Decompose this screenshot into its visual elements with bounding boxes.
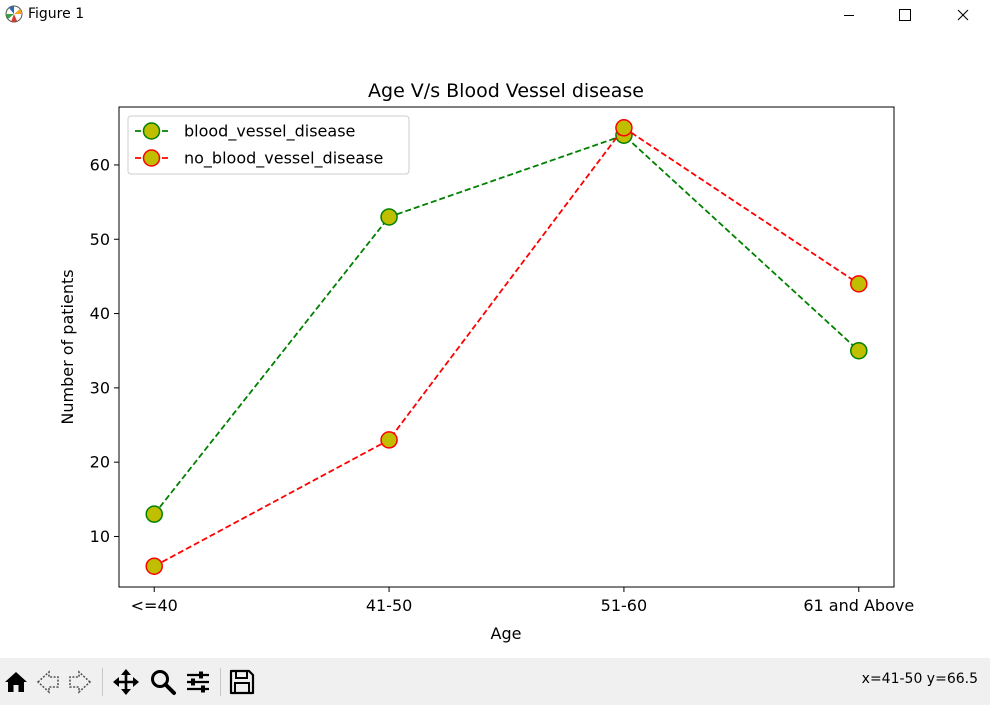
maximize-icon [899,9,911,21]
zoom-button[interactable] [147,666,179,698]
maximize-button[interactable] [876,0,934,30]
chart-title: Age V/s Blood Vessel disease [368,80,644,102]
x-tick-label: 51-60 [601,596,648,615]
data-point[interactable] [850,275,868,293]
y-tick-label: 50 [90,230,110,249]
y-tick-label: 60 [90,155,110,174]
configure-subplots-icon [187,671,209,693]
legend-entry: blood_vessel_disease [135,122,355,142]
legend-label: no_blood_vessel_disease [184,149,383,169]
close-button[interactable] [934,0,990,30]
toolbar-separator [102,668,103,696]
data-point[interactable] [380,431,398,449]
close-icon [957,9,969,21]
legend-box [127,115,410,175]
back-arrow-icon [36,670,59,694]
data-point[interactable] [615,119,633,137]
legend-marker [142,149,161,167]
x-tick-label: 41-50 [366,596,413,615]
coordinate-readout: x=41-50 y=66.5 [861,671,978,687]
forward-button[interactable] [64,666,96,698]
data-point[interactable] [145,505,163,523]
window-title: Figure 1 [28,6,85,22]
x-axis-label: Age [491,624,522,643]
y-tick-label: 10 [90,527,110,546]
series-no_blood_vessel_disease [145,119,868,575]
home-button[interactable] [0,666,32,698]
minimize-button[interactable] [820,0,878,30]
series-layer [145,119,868,575]
minimize-icon [844,15,854,16]
matplotlib-figure-icon [5,5,23,23]
x-tick-label: <=40 [131,596,178,615]
series-line [153,126,860,567]
save-button[interactable] [226,666,258,698]
line-chart[interactable]: Age V/s Blood Vessel disease 10 20 30 40 50 6… [0,30,990,658]
data-point[interactable] [850,341,868,360]
data-point[interactable] [145,557,163,575]
title-bar: Figure 1 [0,0,990,30]
navigation-toolbar: x=41-50 y=66.5 [0,658,990,705]
series-line [153,134,860,515]
data-point[interactable] [380,208,398,226]
x-axis: <=40 41-50 51-60 61 and Above [131,587,914,615]
y-tick-label: 30 [90,378,110,397]
forward-arrow-icon [69,670,92,694]
configure-subplots-button[interactable] [182,666,214,698]
x-tick-label: 61 and Above [803,596,914,615]
back-button[interactable] [32,666,64,698]
y-tick-label: 20 [90,453,110,472]
y-tick-label: 40 [90,304,110,323]
legend: blood_vessel_disease no_blood_vessel_dise… [127,115,410,175]
legend-entry: no_blood_vessel_disease [135,149,383,169]
pan-icon [113,669,139,695]
toolbar-separator [220,668,221,696]
zoom-icon [151,670,176,695]
pan-button[interactable] [110,666,142,698]
legend-label: blood_vessel_disease [184,122,355,142]
save-icon [229,669,255,695]
legend-marker [142,122,161,140]
plot-area[interactable] [118,106,895,588]
home-icon [5,672,27,692]
y-axis: 10 20 30 40 50 60 [90,155,119,546]
y-axis-label: Number of patients [58,269,77,424]
